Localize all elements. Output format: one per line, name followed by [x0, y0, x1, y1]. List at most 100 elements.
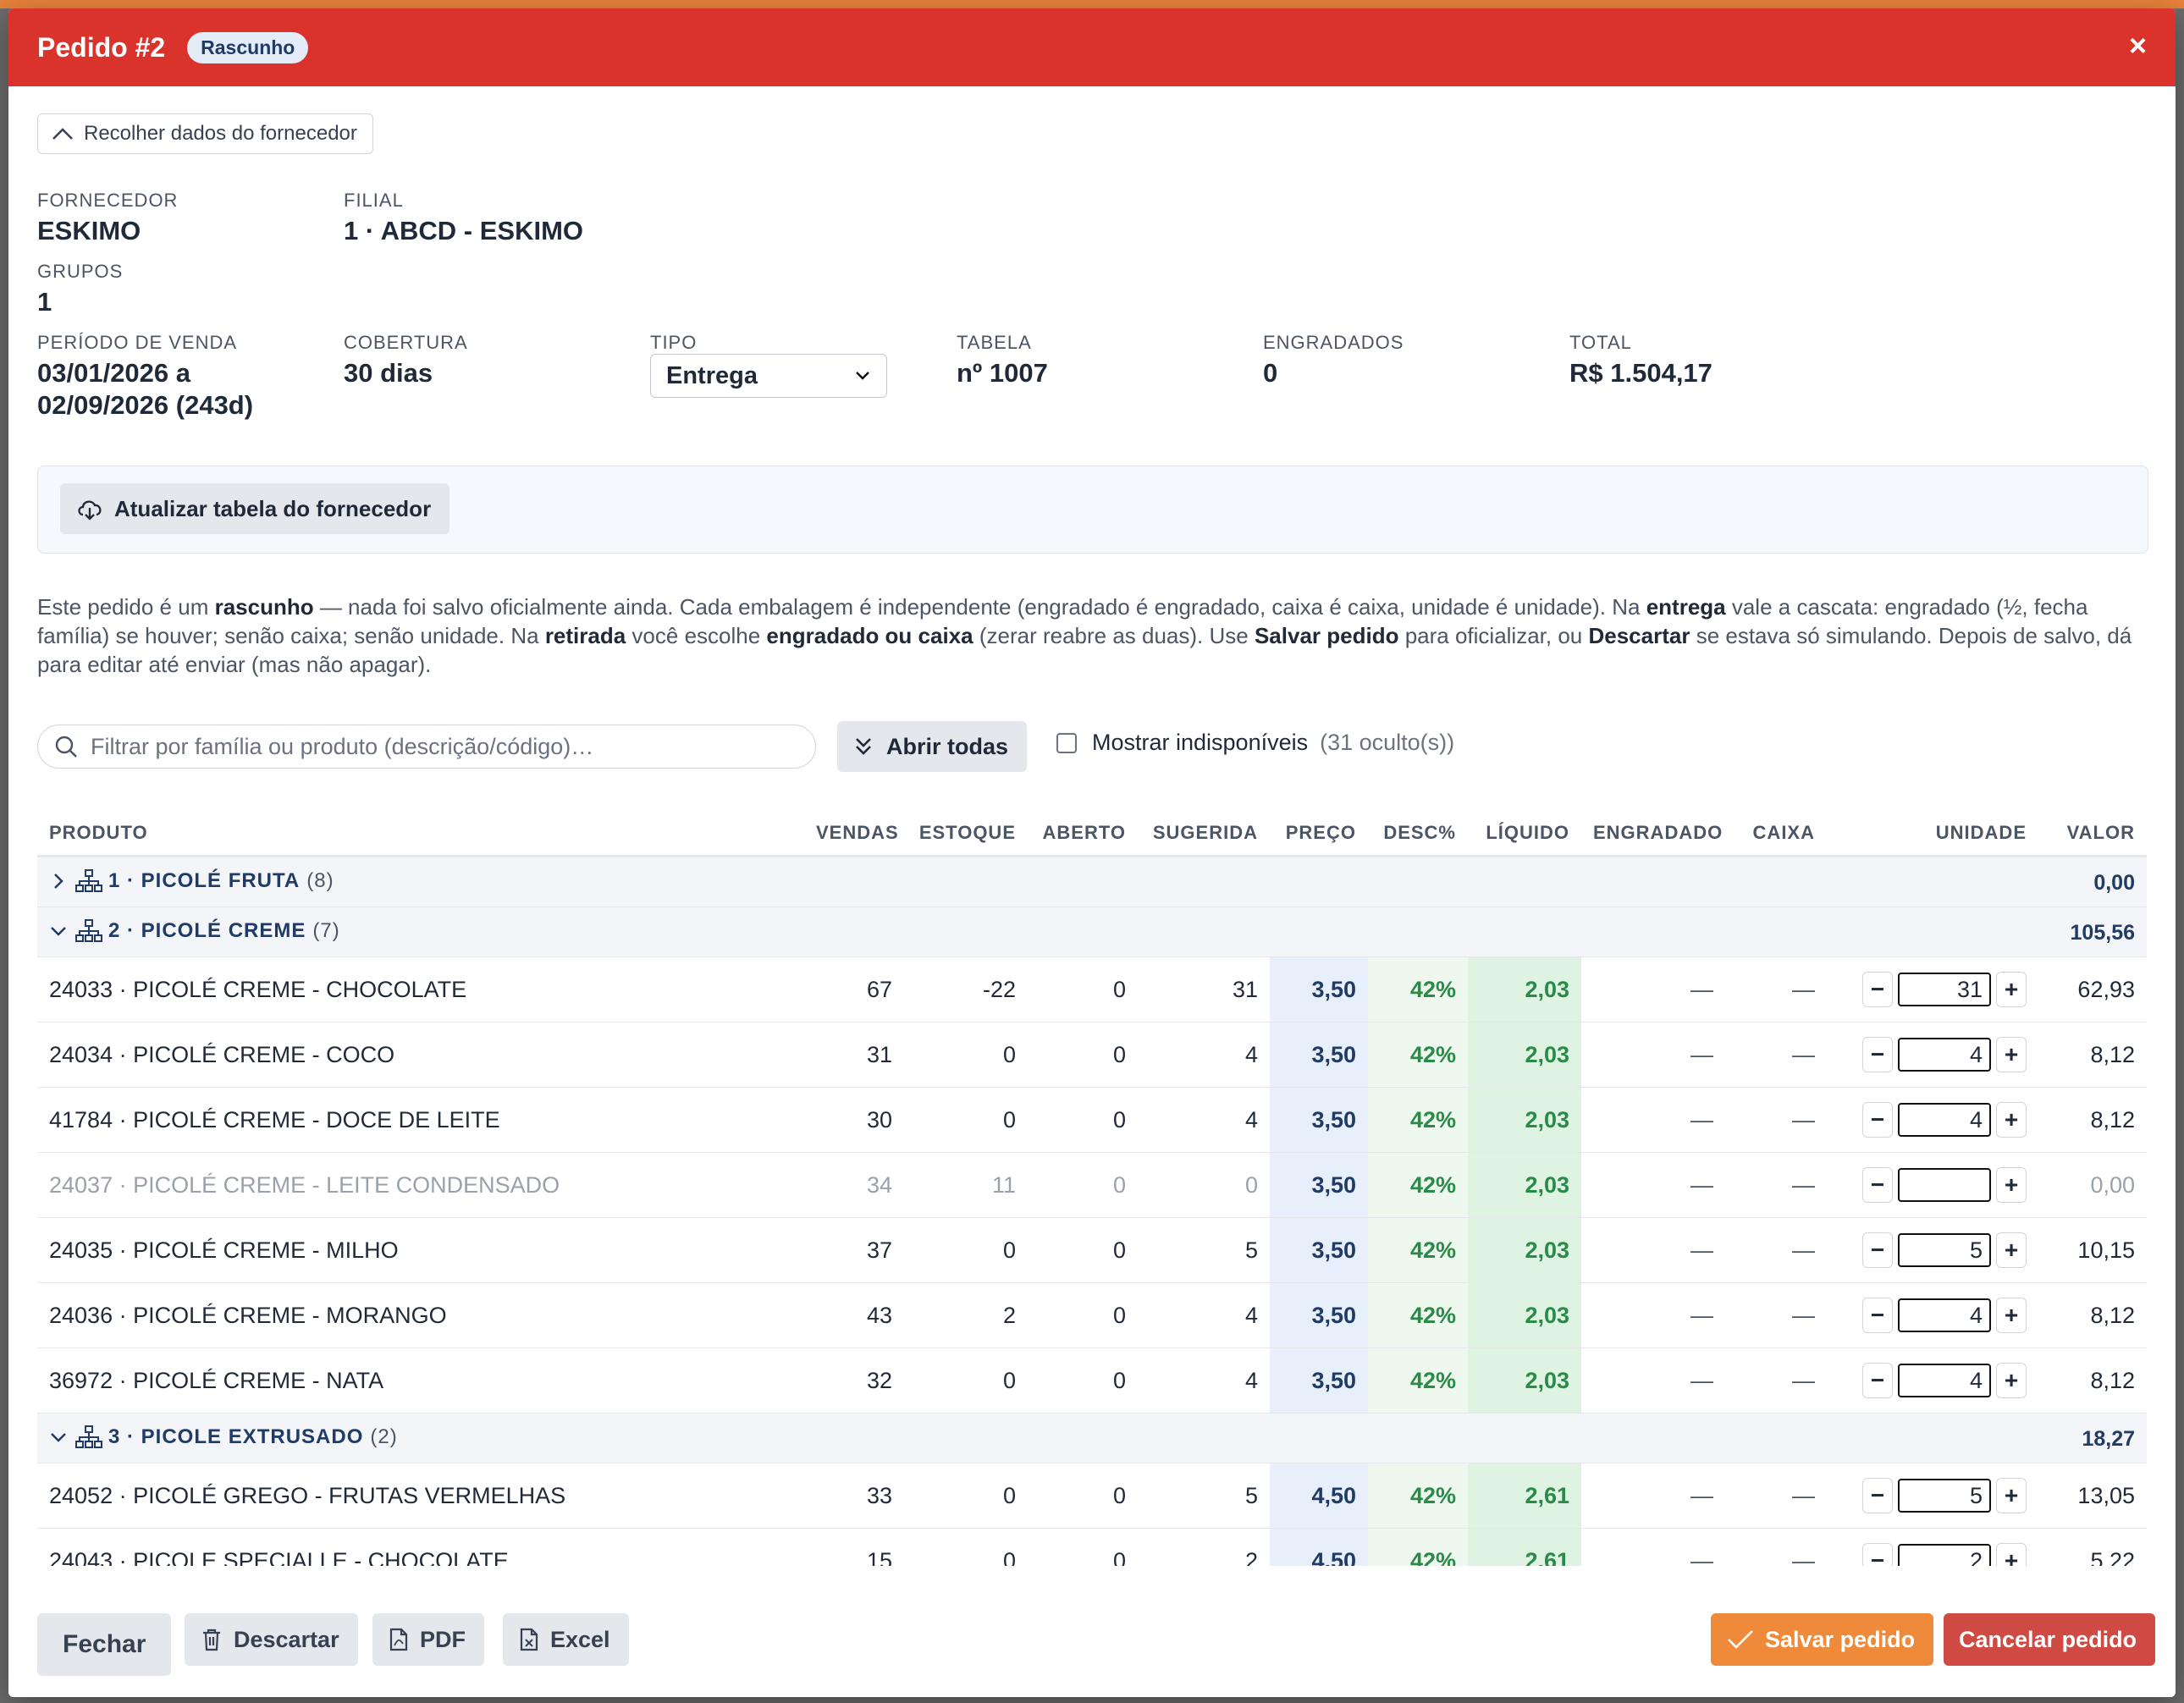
group-row[interactable]: 2 · PICOLÉ CREME (7) 105,56 [37, 907, 2147, 957]
tipo-select[interactable]: Entrega [650, 354, 887, 398]
decrement-button[interactable]: − [1862, 1167, 1893, 1203]
check-icon [1728, 1630, 1753, 1649]
modal-footer: Fechar Descartar PDF Excel Salvar pedido… [8, 1574, 2176, 1697]
cell-estoque: 0 [904, 1087, 1028, 1153]
product-name: 24052 · PICOLÉ GREGO - FRUTAS VERMELHAS [37, 1463, 804, 1529]
field-label: GRUPOS [37, 261, 124, 282]
trash-icon [203, 1629, 220, 1651]
cancel-order-button[interactable]: Cancelar pedido [1944, 1613, 2156, 1666]
field-label: COBERTURA [344, 332, 468, 353]
group-row[interactable]: 3 · PICOLE EXTRUSADO (2) 18,27 [37, 1413, 2147, 1463]
decrement-button[interactable]: − [1862, 1102, 1893, 1138]
filter-input[interactable] [89, 732, 786, 761]
cell-estoque: -22 [904, 956, 1028, 1022]
quantity-input[interactable]: 4 [1898, 1298, 1991, 1332]
cell-valor: 8,12 [2038, 1348, 2147, 1414]
quantity-input[interactable]: 5 [1898, 1479, 1991, 1513]
group-label[interactable]: 2 · PICOLÉ CREME (7) [49, 918, 340, 944]
show-unavailable-toggle[interactable]: Mostrar indisponíveis (31 oculto(s)) [1056, 730, 1454, 756]
cell-vendas: 32 [804, 1348, 904, 1414]
field-value: ESKIMO [37, 216, 141, 245]
chevron-down-icon[interactable] [49, 1428, 68, 1447]
cell-engradado: — [1581, 1463, 1725, 1529]
quantity-input[interactable]: 2 [1898, 1544, 1991, 1566]
draft-info-text: Este pedido é um rascunho — nada foi sal… [37, 594, 2132, 677]
increment-button[interactable]: + [1996, 1037, 2027, 1072]
group-row[interactable]: 1 · PICOLÉ FRUTA (8) 0,00 [37, 856, 2147, 907]
close-icon[interactable]: × [2128, 28, 2147, 63]
cell-vendas: 30 [804, 1087, 904, 1153]
discard-button[interactable]: Descartar [185, 1613, 358, 1666]
cell-desc: 42% [1368, 1087, 1468, 1153]
pdf-button[interactable]: PDF [372, 1613, 484, 1666]
close-button[interactable]: Fechar [37, 1613, 172, 1676]
update-table-button[interactable]: Atualizar tabela do fornecedor [60, 483, 450, 534]
decrement-button[interactable]: − [1862, 1363, 1893, 1398]
group-label[interactable]: 3 · PICOLE EXTRUSADO (2) [49, 1425, 398, 1450]
quantity-stepper: −2 + [1862, 1543, 2027, 1566]
chevron-down-icon[interactable] [49, 922, 68, 940]
excel-button[interactable]: Excel [503, 1613, 629, 1666]
cancel-order-label: Cancelar pedido [1959, 1626, 2137, 1652]
hierarchy-icon [75, 1425, 102, 1448]
cell-valor: 8,12 [2038, 1282, 2147, 1348]
quantity-input[interactable]: 4 [1898, 1364, 1991, 1397]
collapse-supplier-button[interactable]: Recolher dados do fornecedor [37, 113, 373, 154]
open-all-label: Abrir todas [886, 733, 1009, 759]
increment-button[interactable]: + [1996, 1298, 2027, 1333]
increment-button[interactable]: + [1996, 1167, 2027, 1203]
filter-field[interactable] [37, 725, 816, 769]
decrement-button[interactable]: − [1862, 1037, 1893, 1072]
cell-estoque: 0 [904, 1022, 1028, 1088]
decrement-button[interactable]: − [1862, 972, 1893, 1007]
col-sugerida: SUGERIDA [1138, 811, 1270, 857]
cell-engradado: — [1581, 1087, 1725, 1153]
open-all-button[interactable]: Abrir todas [837, 721, 1028, 772]
quantity-input[interactable]: 4 [1898, 1038, 1991, 1072]
cell-sugerida: 0 [1138, 1152, 1270, 1218]
cell-engradado: — [1581, 1282, 1725, 1348]
cell-liquido: 2,03 [1468, 1217, 1581, 1283]
cell-aberto: 0 [1028, 1282, 1138, 1348]
quantity-stepper: −4 + [1862, 1102, 2027, 1138]
increment-button[interactable]: + [1996, 972, 2027, 1007]
decrement-button[interactable]: − [1862, 1543, 1893, 1566]
cell-engradado: — [1581, 1152, 1725, 1218]
save-order-button[interactable]: Salvar pedido [1711, 1613, 1934, 1666]
increment-button[interactable]: + [1996, 1478, 2027, 1513]
cell-sugerida: 5 [1138, 1463, 1270, 1529]
quantity-input[interactable]: 31 [1898, 973, 1991, 1006]
group-total: 18,27 [2082, 1426, 2135, 1451]
cell-valor: 8,12 [2038, 1087, 2147, 1153]
chevron-right-icon[interactable] [49, 872, 68, 890]
increment-button[interactable]: + [1996, 1543, 2027, 1566]
hierarchy-icon [75, 918, 102, 942]
increment-button[interactable]: + [1996, 1102, 2027, 1138]
cell-vendas: 37 [804, 1217, 904, 1283]
cell-aberto: 0 [1028, 1217, 1138, 1283]
group-label[interactable]: 1 · PICOLÉ FRUTA (8) [49, 868, 334, 894]
increment-button[interactable]: + [1996, 1232, 2027, 1268]
decrement-button[interactable]: − [1862, 1478, 1893, 1513]
order-modal: Pedido #2 Rascunho × Recolher dados do f… [8, 8, 2176, 1697]
quantity-input[interactable]: 5 [1898, 1233, 1991, 1267]
field-tipo: TIPO [650, 332, 697, 354]
quantity-input[interactable] [1898, 1168, 1991, 1202]
show-unavailable-label: Mostrar indisponíveis [1092, 730, 1309, 755]
decrement-button[interactable]: − [1862, 1298, 1893, 1333]
decrement-button[interactable]: − [1862, 1232, 1893, 1268]
field-cobertura: COBERTURA 30 dias [344, 332, 468, 389]
table-row: 24036 · PICOLÉ CREME - MORANGO 43 2 0 4 3,50 4… [37, 1282, 2147, 1348]
cell-valor: 0,00 [2038, 1152, 2147, 1218]
cell-engradado: — [1581, 1528, 1725, 1566]
quantity-input[interactable]: 4 [1898, 1103, 1991, 1137]
increment-button[interactable]: + [1996, 1363, 2027, 1398]
cell-liquido: 2,03 [1468, 1282, 1581, 1348]
cell-liquido: 2,03 [1468, 1022, 1581, 1088]
show-unavailable-checkbox[interactable] [1056, 732, 1077, 753]
cell-liquido: 2,03 [1468, 956, 1581, 1022]
cell-desc: 42% [1368, 1282, 1468, 1348]
col-unidade: UNIDADE [1827, 811, 2038, 857]
cell-preco: 3,50 [1270, 1217, 1368, 1283]
cell-valor: 10,15 [2038, 1217, 2147, 1283]
